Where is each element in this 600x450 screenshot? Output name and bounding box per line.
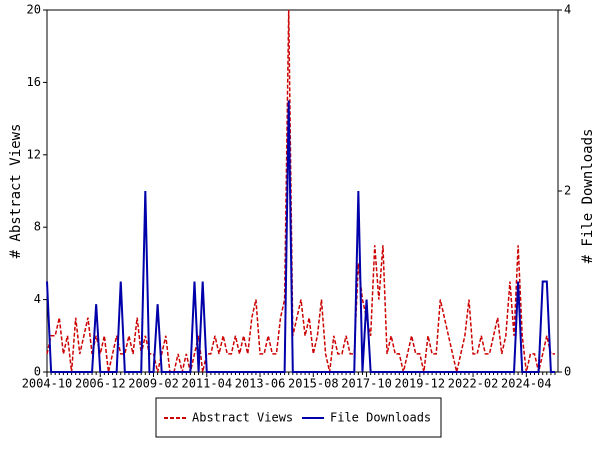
y-tick-label: 12: [27, 147, 41, 161]
y2-axis-label: # File Downloads: [580, 129, 596, 264]
x-tick-label: 2011-04: [181, 377, 232, 391]
legend-label: File Downloads: [330, 411, 431, 425]
y2-tick-label: 4: [564, 3, 571, 17]
y-tick-label: 20: [27, 3, 41, 17]
series-line: [46, 9, 555, 373]
x-tick-label: 2015-08: [288, 377, 339, 391]
y-tick-label: 4: [34, 292, 41, 306]
y2-tick-label: 0: [564, 365, 571, 379]
y2-tick-label: 2: [564, 184, 571, 198]
x-tick-label: 2022-02: [448, 377, 499, 391]
x-tick-label: 2013-06: [235, 377, 286, 391]
legend-label: Abstract Views: [192, 411, 293, 425]
y-axis-label: # Abstract Views: [8, 124, 24, 259]
x-tick-label: 2006-12: [75, 377, 126, 391]
x-tick-label: 2017-10: [341, 377, 392, 391]
x-tick-label: 2024-04: [501, 377, 552, 391]
legend-box: [155, 397, 442, 438]
x-tick-label: 2019-12: [395, 377, 446, 391]
series-line: [46, 100, 555, 373]
x-tick-label: 2009-02: [128, 377, 179, 391]
x-tick-label: 2004-10: [22, 377, 73, 391]
y-tick-label: 16: [27, 75, 41, 89]
y-tick-label: 8: [34, 220, 41, 234]
y-tick-label: 0: [34, 365, 41, 379]
